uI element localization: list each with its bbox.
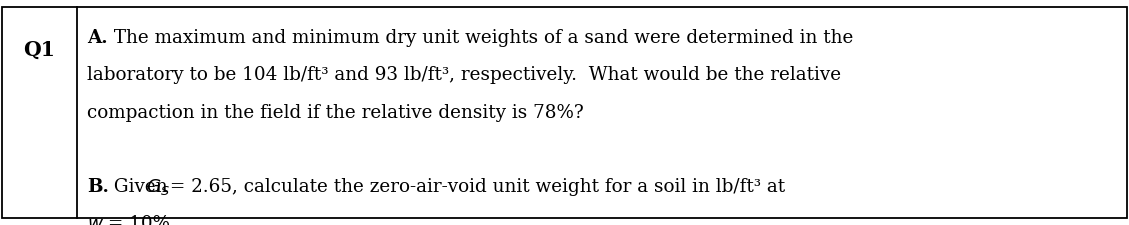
Text: = 2.65, calculate the zero-air-void unit weight for a soil in lb/ft³ at: = 2.65, calculate the zero-air-void unit… xyxy=(164,178,785,196)
Text: The maximum and minimum dry unit weights of a sand were determined in the: The maximum and minimum dry unit weights… xyxy=(108,29,854,47)
Text: $G_S$: $G_S$ xyxy=(146,177,169,197)
Text: = 10%.: = 10%. xyxy=(102,215,175,225)
Text: Q1: Q1 xyxy=(24,40,55,59)
Text: A.: A. xyxy=(87,29,107,47)
Text: B.: B. xyxy=(87,178,108,196)
Text: Given: Given xyxy=(108,178,174,196)
Text: $w$: $w$ xyxy=(87,215,104,225)
Text: compaction in the field if the relative density is 78%?: compaction in the field if the relative … xyxy=(87,104,584,122)
Text: laboratory to be 104 lb/ft³ and 93 lb/ft³, respectively.  What would be the rela: laboratory to be 104 lb/ft³ and 93 lb/ft… xyxy=(87,66,841,84)
